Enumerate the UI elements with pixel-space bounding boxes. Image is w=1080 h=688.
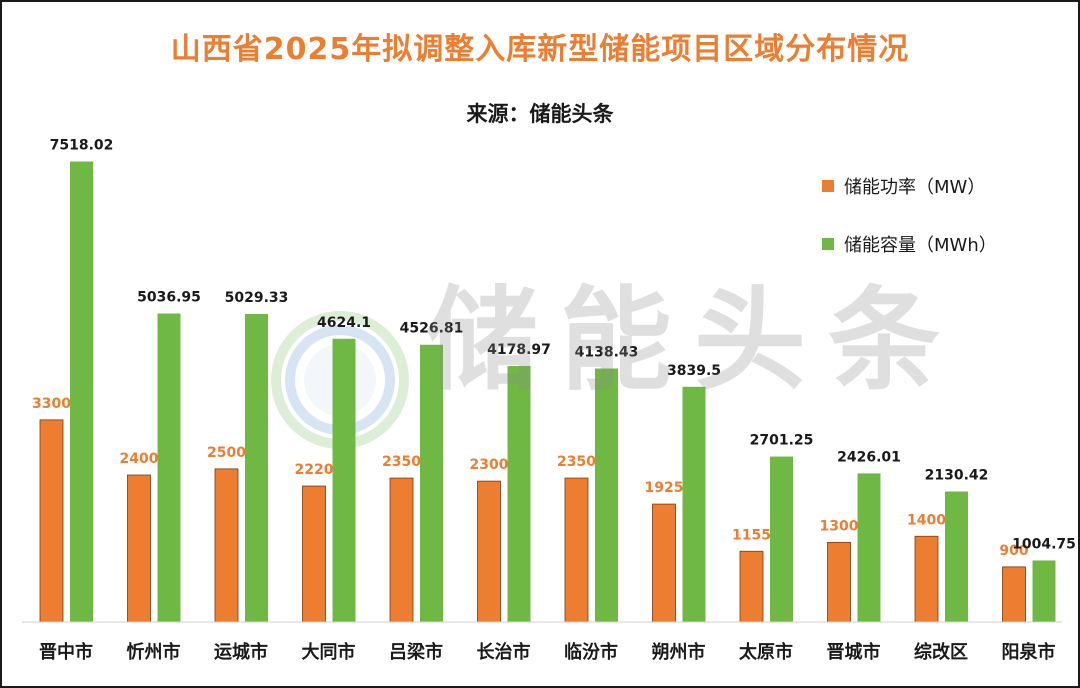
chart-title: 山西省2025年拟调整入库新型储能项目区域分布情况 xyxy=(170,32,910,67)
bar-capacity-11 xyxy=(1032,560,1056,622)
bar-capacity-7 xyxy=(682,386,706,622)
bar-power-2 xyxy=(214,468,239,623)
bar-capacity-2 xyxy=(245,313,268,622)
value-label-capacity-6: 4138.43 xyxy=(575,345,639,361)
value-label-capacity-9: 2426.01 xyxy=(837,449,901,465)
bar-power-5 xyxy=(477,480,501,623)
category-label-3: 大同市 xyxy=(302,641,356,663)
value-label-power-4: 2350 xyxy=(382,454,421,470)
category-label-1: 忻州市 xyxy=(127,641,181,663)
value-label-capacity-1: 5036.95 xyxy=(137,289,201,305)
bar-power-3 xyxy=(302,485,326,623)
bar-power-1 xyxy=(127,474,151,623)
bar-capacity-3 xyxy=(332,338,356,622)
bar-power-4 xyxy=(389,477,414,623)
bar-capacity-10 xyxy=(945,491,968,622)
bar-power-6 xyxy=(564,477,589,623)
legend-label-capacity: 储能容量（MWh） xyxy=(844,235,997,256)
value-label-power-1: 2400 xyxy=(120,451,159,467)
legend-item-power: 储能功率（MW） xyxy=(822,173,985,199)
chart-subtitle: 来源：储能头条 xyxy=(466,102,614,126)
bar-power-9 xyxy=(827,541,851,623)
value-label-capacity-5: 4178.97 xyxy=(487,342,551,358)
category-label-6: 临汾市 xyxy=(564,641,618,663)
bar-power-10 xyxy=(914,535,939,623)
value-label-power-2: 2500 xyxy=(207,445,246,461)
legend-swatch-capacity xyxy=(822,238,834,250)
category-label-11: 阳泉市 xyxy=(1002,641,1056,663)
value-label-power-6: 2350 xyxy=(557,454,596,470)
value-label-capacity-7: 3839.5 xyxy=(667,363,721,379)
bar-capacity-6 xyxy=(595,368,618,622)
legend-label-power: 储能功率（MW） xyxy=(844,177,986,198)
category-label-4: 吕梁市 xyxy=(389,641,443,663)
value-label-power-3: 2220 xyxy=(295,462,334,478)
legend-swatch-power xyxy=(822,180,834,192)
legend-item-capacity: 储能容量（MWh） xyxy=(822,231,997,257)
value-label-capacity-4: 4526.81 xyxy=(400,321,464,337)
category-label-9: 晋城市 xyxy=(827,641,881,663)
value-label-capacity-3: 4624.1 xyxy=(317,315,371,331)
bar-capacity-4 xyxy=(420,344,443,622)
value-label-power-11: 900 xyxy=(999,543,1028,559)
category-label-5: 长治市 xyxy=(477,641,531,663)
category-label-0: 晋中市 xyxy=(39,641,93,663)
value-label-power-7: 1925 xyxy=(645,480,684,496)
category-label-10: 综改区 xyxy=(914,641,968,663)
category-label-7: 朔州市 xyxy=(652,641,706,663)
value-label-capacity-0: 7518.02 xyxy=(50,138,114,154)
value-label-capacity-8: 2701.25 xyxy=(750,433,814,449)
category-label-2: 运城市 xyxy=(214,641,268,663)
value-label-power-10: 1400 xyxy=(907,512,946,528)
bar-capacity-1 xyxy=(157,313,181,622)
value-label-power-0: 3300 xyxy=(32,396,71,412)
bar-power-8 xyxy=(739,550,764,623)
bar-capacity-8 xyxy=(770,456,793,622)
bar-capacity-5 xyxy=(507,366,531,622)
value-label-power-9: 1300 xyxy=(820,518,859,534)
bar-power-7 xyxy=(652,503,676,623)
value-label-power-5: 2300 xyxy=(470,457,509,473)
bar-power-11 xyxy=(1002,566,1026,623)
bar-power-0 xyxy=(39,419,64,623)
value-label-capacity-11: 1004.75 xyxy=(1012,536,1076,552)
value-label-power-8: 1155 xyxy=(732,527,771,543)
bar-capacity-0 xyxy=(70,161,93,622)
category-label-8: 太原市 xyxy=(739,641,793,663)
value-label-capacity-2: 5029.33 xyxy=(225,290,289,306)
bar-capacity-9 xyxy=(857,473,881,622)
value-label-capacity-10: 2130.42 xyxy=(925,468,989,484)
